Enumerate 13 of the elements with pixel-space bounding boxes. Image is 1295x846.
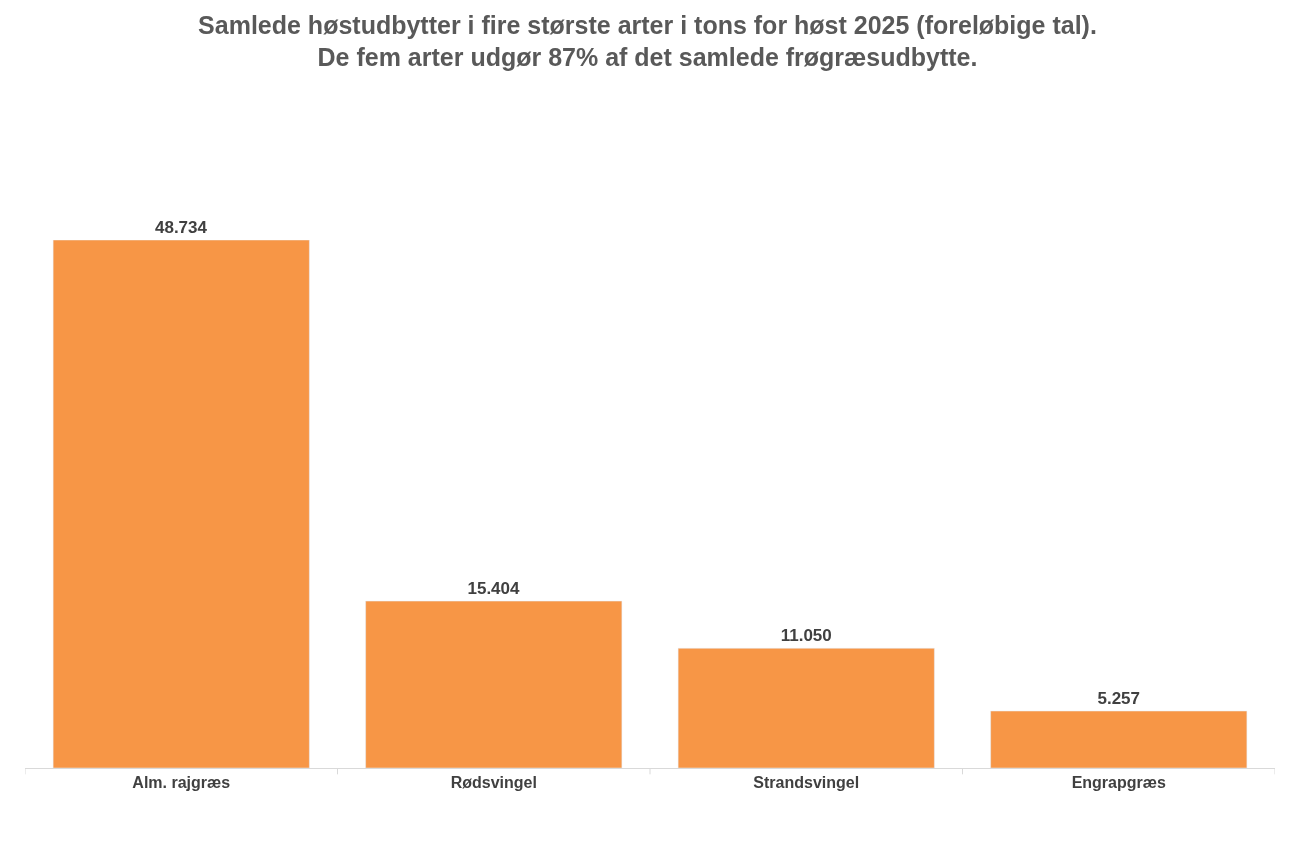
- x-tick-label: Rødsvingel: [450, 774, 537, 792]
- bar: [677, 648, 935, 768]
- bar: [52, 240, 310, 768]
- data-label: 48.734: [154, 218, 208, 237]
- x-tick-label: Strandsvingel: [753, 774, 860, 792]
- x-tick-label: Alm. rajgræs: [132, 774, 231, 792]
- data-label: 5.257: [1097, 689, 1141, 709]
- chart-title: Samlede høstudbytter i fire største arter i tons for høst 2025 (foreløbige tal). De fem arter udgør 87% af det samlede frøgræsudbytte.: [198, 10, 1097, 72]
- bar: [365, 600, 623, 768]
- x-tick-label: Engrapgræs: [1071, 774, 1166, 792]
- data-label: 15.404: [467, 579, 521, 599]
- bar: [990, 710, 1248, 768]
- data-label: 11.050: [780, 626, 832, 646]
